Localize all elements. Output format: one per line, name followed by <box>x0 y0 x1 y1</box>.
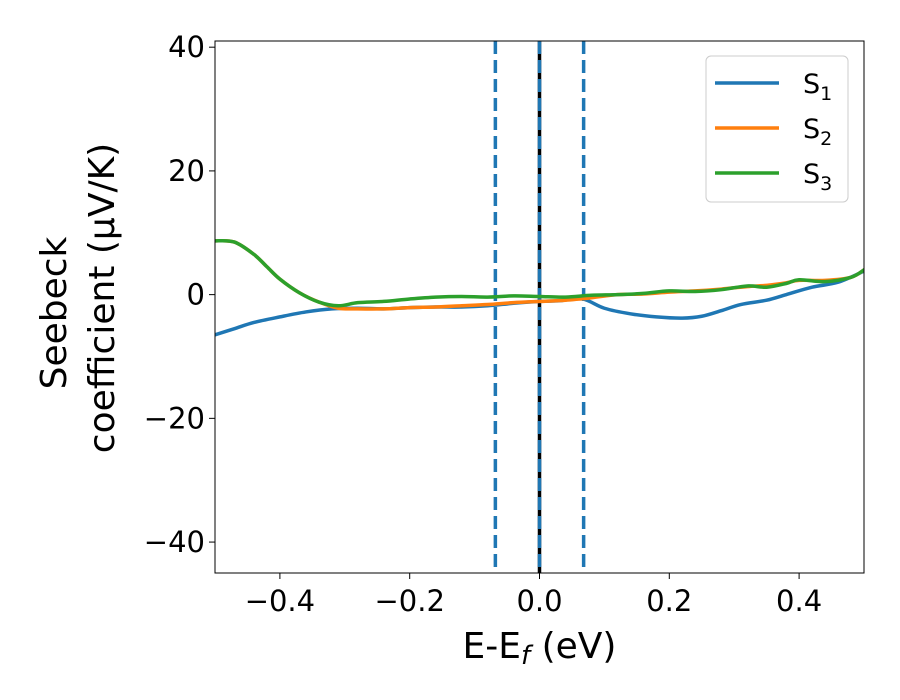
y-axis-label-line1: Seebeck <box>34 236 75 389</box>
x-tick-label: 0.4 <box>776 584 822 618</box>
x-axis: −0.4 −0.2 0.0 0.2 0.4 <box>245 573 822 618</box>
x-tick-label: 0.0 <box>516 584 562 618</box>
y-axis-label: Seebeck coefficient (μV/K) <box>34 143 123 453</box>
legend: S1 S2 S3 <box>705 55 849 203</box>
legend-label-s2: S2 <box>803 114 832 150</box>
x-tick-label: −0.2 <box>374 584 444 618</box>
legend-label-s1: S1 <box>803 69 832 105</box>
x-tick-label: 0.2 <box>646 584 692 618</box>
y-tick-label: −40 <box>144 525 205 559</box>
y-tick-label: 20 <box>168 154 205 188</box>
y-axis-label-line2: coefficient (μV/K) <box>82 143 123 453</box>
y-tick-label: 0 <box>187 278 205 312</box>
reference-lines <box>493 41 586 573</box>
legend-label-s3: S3 <box>803 159 832 195</box>
y-tick-label: −20 <box>144 401 205 435</box>
series-line-s3 <box>215 238 864 308</box>
y-tick-label: 40 <box>168 30 205 64</box>
x-axis-label: E-Ef (eV) <box>463 626 617 671</box>
x-tick-label: −0.4 <box>245 584 315 618</box>
y-axis: −40 −20 0 20 40 <box>144 30 215 559</box>
series-lines <box>215 238 864 337</box>
